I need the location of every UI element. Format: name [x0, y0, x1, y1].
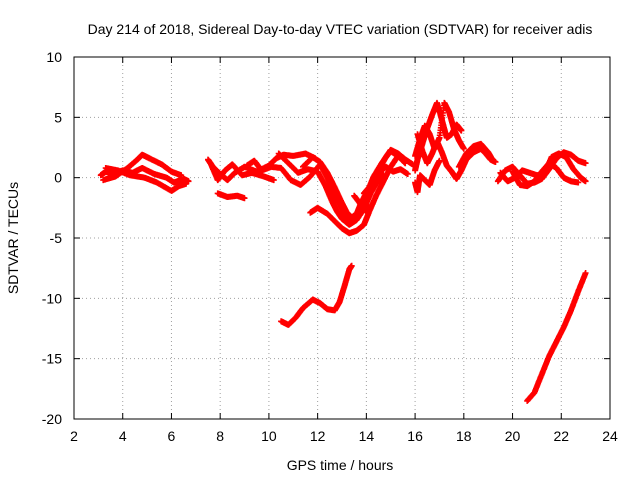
plus-markers	[455, 140, 497, 170]
x-axis-label: GPS time / hours	[287, 457, 394, 473]
series-track-21	[524, 270, 589, 404]
x-tick-label: 24	[602, 428, 618, 444]
series-track-15	[412, 157, 443, 196]
chart-title: Day 214 of 2018, Sidereal Day-to-day VTE…	[88, 21, 593, 37]
series-track-19	[509, 160, 582, 190]
x-tick-label: 18	[456, 428, 472, 444]
plus-markers	[412, 157, 443, 196]
y-tick-label: 5	[54, 109, 62, 125]
y-tick-label: 10	[46, 49, 62, 65]
y-tick-label: -5	[50, 230, 63, 246]
x-tick-label: 12	[310, 428, 326, 444]
grid	[74, 57, 610, 419]
series-track-12	[412, 99, 465, 174]
y-tick-label: -15	[42, 351, 62, 367]
series-track-2	[102, 165, 190, 194]
y-tick-label: -20	[42, 411, 62, 427]
plus-markers	[360, 146, 416, 197]
x-tick-label: 20	[505, 428, 521, 444]
plus-markers	[307, 152, 409, 237]
series-track-4	[207, 160, 277, 184]
x-tick-label: 2	[70, 428, 78, 444]
plus-markers	[412, 99, 465, 174]
x-tick-label: 4	[119, 428, 127, 444]
series-track-9	[307, 152, 409, 237]
plus-markers	[214, 190, 248, 202]
y-tick-label: 0	[54, 170, 62, 186]
x-tick-label: 10	[261, 428, 277, 444]
x-tick-label: 14	[359, 428, 375, 444]
plus-markers	[100, 151, 185, 184]
x-tick-label: 16	[407, 428, 423, 444]
plus-markers	[351, 192, 375, 215]
series-track-11	[351, 192, 375, 215]
series-track-10	[360, 146, 416, 197]
plus-markers	[207, 160, 277, 184]
x-tick-label: 6	[168, 428, 176, 444]
series-track-1	[100, 151, 185, 184]
plus-markers	[278, 262, 355, 328]
series-track-16	[455, 140, 497, 170]
x-tick-label: 8	[216, 428, 224, 444]
series-track-20	[278, 262, 355, 328]
plus-markers	[509, 160, 582, 190]
y-tick-label: -10	[42, 290, 62, 306]
plus-markers	[524, 270, 589, 404]
series-track-5	[214, 190, 248, 202]
y-axis-label: SDTVAR / TECUs	[5, 182, 21, 294]
data-series-sdtvar	[97, 99, 589, 404]
x-tick-label: 22	[553, 428, 569, 444]
plus-markers	[102, 165, 190, 194]
